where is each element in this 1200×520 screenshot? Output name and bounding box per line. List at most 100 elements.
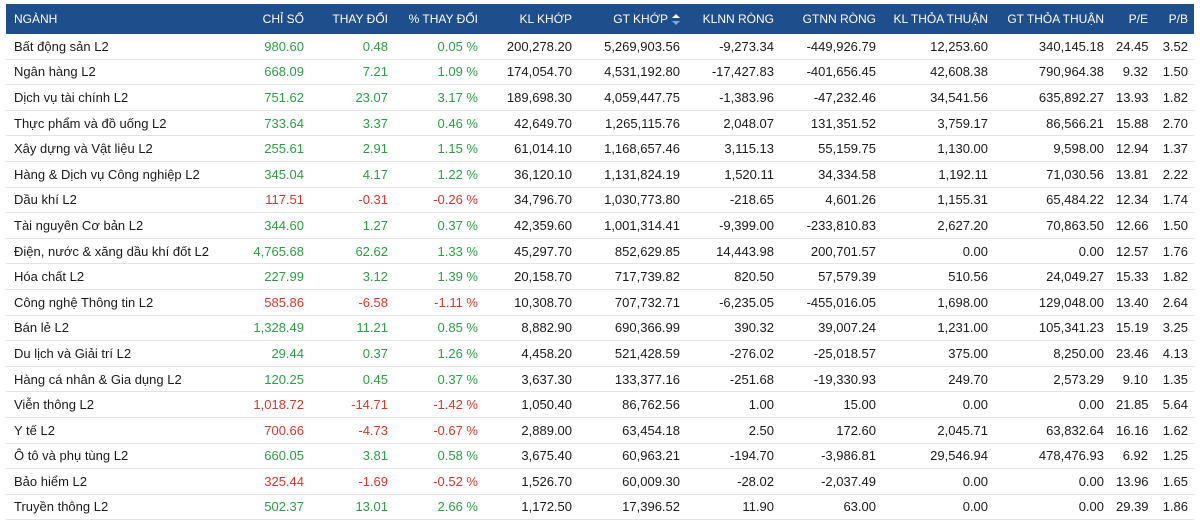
table-row[interactable]: Ô tô và phụ tùng L2 660.05 3.81 0.58 % 3,675… (6, 443, 1194, 470)
pb-value: 1.86 (1154, 494, 1194, 520)
pct-change-value: -1.11 % (394, 289, 484, 316)
kl-khop-value: 20,158.70 (484, 263, 578, 290)
sector-name: Ngân hàng L2 (6, 59, 238, 86)
change-value: 0.48 (310, 34, 394, 60)
change-value: 23.07 (310, 84, 394, 111)
table-row[interactable]: Dầu khí L2 117.51 -0.31 -0.26 % 34,796.70 1,0… (6, 187, 1194, 214)
table-row[interactable]: Bất động sản L2 980.60 0.48 0.05 % 200,278.2… (6, 34, 1194, 60)
sector-name: Hàng & Dịch vụ Công nghiệp L2 (6, 161, 238, 188)
table-row[interactable]: Dịch vụ tài chính L2 751.62 23.07 3.17 % 189… (6, 84, 1194, 111)
kl-thoa-thuan-value: 510.56 (882, 263, 994, 290)
kl-thoa-thuan-value: 0.00 (882, 391, 994, 418)
table-body: Bất động sản L2 980.60 0.48 0.05 % 200,278.2… (6, 34, 1194, 520)
gtnn-rong-value: 39,007.24 (780, 315, 882, 342)
col-header-kl-thoa-thuan[interactable]: KL THỎA THUẬN (882, 4, 994, 34)
pe-value: 12.94 (1110, 135, 1154, 162)
col-header-gt-khop[interactable]: GT KHỚP (578, 4, 686, 34)
klnn-rong-value: -218.65 (686, 187, 780, 214)
sort-arrows-icon[interactable] (672, 14, 680, 26)
table-row[interactable]: Tài nguyên Cơ bản L2 344.60 1.27 0.37 % 42,3… (6, 212, 1194, 239)
col-header-klnn-rong[interactable]: KLNN RÒNG (686, 4, 780, 34)
gt-thoa-thuan-value: 478,476.93 (994, 443, 1110, 470)
table-row[interactable]: Du lịch và Giải trí L2 29.44 0.37 1.26 % 4,4… (6, 340, 1194, 367)
table-row[interactable]: Bán lẻ L2 1,328.49 11.21 0.85 % 8,882.90 690,… (6, 315, 1194, 342)
klnn-rong-value: -276.02 (686, 340, 780, 367)
table-row[interactable]: Ngân hàng L2 668.09 7.21 1.09 % 174,054.70 4,… (6, 59, 1194, 86)
col-header-pe[interactable]: P/E (1110, 4, 1154, 34)
pb-value: 1.35 (1154, 366, 1194, 393)
gt-khop-value: 1,030,773.80 (578, 187, 686, 214)
kl-khop-value: 200,278.20 (484, 34, 578, 60)
kl-khop-value: 3,675.40 (484, 443, 578, 470)
pct-change-value: 1.33 % (394, 238, 484, 265)
pe-value: 24.45 (1110, 34, 1154, 60)
gtnn-rong-value: -3,986.81 (780, 443, 882, 470)
pct-change-value: 1.26 % (394, 340, 484, 367)
col-header-pb[interactable]: P/B (1154, 4, 1194, 34)
pct-change-value: -0.52 % (394, 468, 484, 495)
change-value: 0.37 (310, 340, 394, 367)
pct-change-value: 3.17 % (394, 84, 484, 111)
table-row[interactable]: Điện, nước & xăng dầu khí đốt L2 4,765.68… (6, 238, 1194, 265)
index-value: 4,765.68 (238, 238, 310, 265)
table-row[interactable]: Bảo hiểm L2 325.44 -1.69 -0.52 % 1,526.70 60,… (6, 468, 1194, 495)
pe-value: 12.66 (1110, 212, 1154, 239)
kl-thoa-thuan-value: 2,045.71 (882, 417, 994, 444)
gtnn-rong-value: 4,601.26 (780, 187, 882, 214)
index-value: 751.62 (238, 84, 310, 111)
table-row[interactable]: Y tế L2 700.66 -4.73 -0.67 % 2,889.00 63,454.… (6, 417, 1194, 444)
col-header-gt-khop-label: GT KHỚP (613, 12, 668, 26)
table-row[interactable]: Công nghệ Thông tin L2 585.86 -6.58 -1.11 %… (6, 289, 1194, 316)
kl-khop-value: 36,120.10 (484, 161, 578, 188)
col-header-gtnn-rong[interactable]: GTNN RÒNG (780, 4, 882, 34)
index-value: 29.44 (238, 340, 310, 367)
table-row[interactable]: Viễn thông L2 1,018.72 -14.71 -1.42 % 1,050.… (6, 391, 1194, 418)
index-value: 120.25 (238, 366, 310, 393)
kl-thoa-thuan-value: 249.70 (882, 366, 994, 393)
table-row[interactable]: Thực phẩm và đồ uống L2 733.64 3.37 0.46 % 4… (6, 110, 1194, 137)
kl-khop-value: 2,889.00 (484, 417, 578, 444)
change-value: 3.12 (310, 263, 394, 290)
sector-name: Y tế L2 (6, 417, 238, 444)
pb-value: 1.65 (1154, 468, 1194, 495)
table-row[interactable]: Hàng cá nhân & Gia dụng L2 120.25 0.45 0.37… (6, 366, 1194, 393)
gtnn-rong-value: 55,159.75 (780, 135, 882, 162)
col-header-nganh[interactable]: NGÀNH (6, 4, 238, 34)
col-header-gt-thoa-thuan[interactable]: GT THỎA THUẬN (994, 4, 1110, 34)
gt-thoa-thuan-value: 105,341.23 (994, 315, 1110, 342)
sector-name: Bán lẻ L2 (6, 315, 238, 342)
gt-khop-value: 1,131,824.19 (578, 161, 686, 188)
gtnn-rong-value: 57,579.39 (780, 263, 882, 290)
index-value: 668.09 (238, 59, 310, 86)
gt-thoa-thuan-value: 0.00 (994, 468, 1110, 495)
pb-value: 1.37 (1154, 135, 1194, 162)
gtnn-rong-value: -401,656.45 (780, 59, 882, 86)
gtnn-rong-value: -47,232.46 (780, 84, 882, 111)
pct-change-value: 1.09 % (394, 59, 484, 86)
index-value: 585.86 (238, 289, 310, 316)
index-value: 344.60 (238, 212, 310, 239)
sector-name: Truyền thông L2 (6, 494, 238, 520)
kl-thoa-thuan-value: 1,192.11 (882, 161, 994, 188)
table-row[interactable]: Xây dựng và Vật liệu L2 255.61 2.91 1.15 % 6… (6, 135, 1194, 162)
change-value: 1.27 (310, 212, 394, 239)
kl-thoa-thuan-value: 0.00 (882, 468, 994, 495)
gtnn-rong-value: -19,330.93 (780, 366, 882, 393)
col-header-chi-so[interactable]: CHỈ SỐ (238, 4, 310, 34)
table-row[interactable]: Hóa chất L2 227.99 3.12 1.39 % 20,158.70 717,… (6, 263, 1194, 290)
pb-value: 1.82 (1154, 84, 1194, 111)
col-header-kl-khop[interactable]: KL KHỚP (484, 4, 578, 34)
gtnn-rong-value: -2,037.49 (780, 468, 882, 495)
gt-thoa-thuan-value: 0.00 (994, 238, 1110, 265)
col-header-pct-thay-doi[interactable]: % THAY ĐỔI (394, 4, 484, 34)
gt-thoa-thuan-value: 70,863.50 (994, 212, 1110, 239)
table-row[interactable]: Truyền thông L2 502.37 13.01 2.66 % 1,172.50… (6, 494, 1194, 520)
klnn-rong-value: 390.32 (686, 315, 780, 342)
index-value: 502.37 (238, 494, 310, 520)
pb-value: 1.76 (1154, 238, 1194, 265)
col-header-thay-doi[interactable]: THAY ĐỔI (310, 4, 394, 34)
pb-value: 1.50 (1154, 212, 1194, 239)
gt-thoa-thuan-value: 340,145.18 (994, 34, 1110, 60)
kl-khop-value: 45,297.70 (484, 238, 578, 265)
table-row[interactable]: Hàng & Dịch vụ Công nghiệp L2 345.04 4.17 1… (6, 161, 1194, 188)
